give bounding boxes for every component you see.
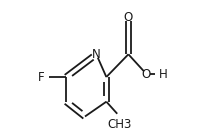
Text: O: O	[124, 11, 133, 24]
Text: O: O	[142, 68, 151, 81]
Text: N: N	[92, 48, 101, 61]
Text: CH3: CH3	[108, 118, 132, 131]
Text: H: H	[159, 68, 168, 81]
Text: F: F	[38, 70, 44, 83]
